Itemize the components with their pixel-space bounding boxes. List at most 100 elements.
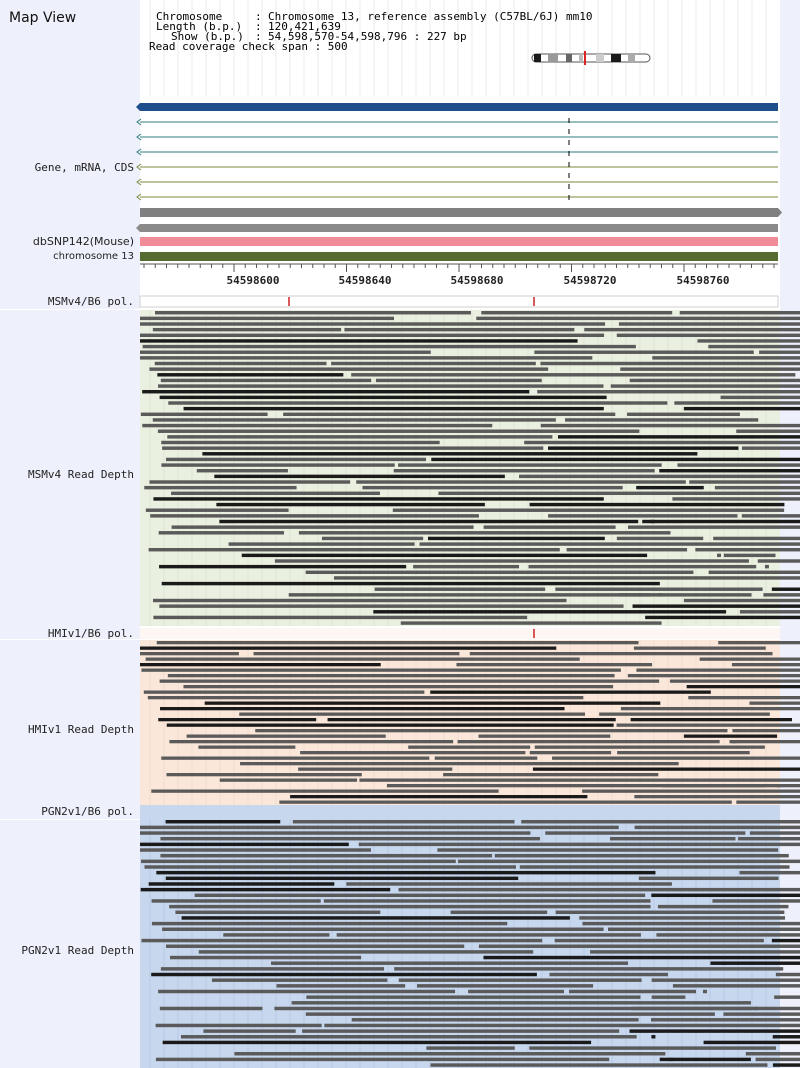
read-segment: [532, 767, 800, 771]
read-segment: [333, 576, 800, 580]
read-segment: [306, 995, 641, 999]
dbsnp-track-label: dbSNP142(Mouse): [32, 235, 134, 248]
read-segment: [300, 751, 526, 755]
read-segment: [253, 652, 460, 656]
read-segment: [749, 701, 800, 705]
read-segment: [305, 570, 694, 575]
msm-pol-track[interactable]: [139, 295, 779, 308]
read-segment: [478, 734, 611, 738]
read-segment: [140, 831, 531, 835]
read-segment: [616, 333, 800, 338]
read-segment: [140, 356, 593, 360]
read-segment: [398, 978, 642, 982]
read-segment: [717, 553, 722, 558]
read-segment: [419, 542, 800, 546]
read-segment: [651, 995, 686, 999]
read-segment: [171, 491, 380, 496]
read-segment: [156, 870, 656, 875]
read-segment: [549, 972, 668, 977]
msm-read-depth-panel[interactable]: [140, 310, 800, 626]
read-segment: [554, 938, 764, 943]
read-segment: [219, 519, 639, 524]
read-segment: [196, 469, 288, 473]
pgn-pol-label: PGN2v1/B6 pol.: [41, 805, 134, 818]
hmi-pol-label: HMIv1/B6 pol.: [47, 627, 134, 640]
read-segment: [228, 542, 415, 546]
read-segment: [331, 361, 536, 366]
ruler-tick-label: 54598720: [564, 274, 617, 287]
read-segment: [140, 316, 394, 321]
read-segment: [772, 1035, 800, 1039]
read-segment: [494, 853, 789, 858]
read-segment: [651, 893, 800, 898]
label-panel: [0, 0, 140, 1068]
read-segment: [566, 548, 688, 552]
gene-bar: [140, 103, 778, 111]
chromosome-ideogram[interactable]: [531, 51, 651, 65]
read-segment: [165, 876, 519, 881]
read-segment: [140, 842, 349, 847]
read-segment: [198, 950, 534, 954]
read-segment: [456, 663, 653, 667]
read-segment: [729, 740, 800, 744]
read-segment: [619, 593, 752, 597]
read-segment: [430, 690, 711, 694]
read-segment: [241, 553, 648, 558]
read-segment: [636, 485, 704, 490]
read-segment: [302, 1029, 620, 1033]
gene-track[interactable]: [136, 103, 782, 232]
hmi-pol-track[interactable]: [140, 628, 780, 639]
read-segment: [140, 322, 606, 326]
read-segment: [351, 373, 796, 377]
read-segment: [358, 842, 800, 847]
read-segment: [519, 474, 800, 479]
read-segment: [630, 1006, 800, 1011]
pgn-read-depth-panel[interactable]: [140, 819, 800, 1068]
pgn-pol-track[interactable]: [140, 805, 780, 819]
read-segment: [481, 311, 673, 315]
read-segment: [478, 944, 800, 948]
read-segment: [159, 679, 660, 683]
read-segment: [739, 870, 800, 875]
read-segment: [144, 485, 297, 490]
read-segment: [683, 734, 778, 738]
read-segment: [394, 967, 784, 971]
header-length-value: 120,421,639: [268, 20, 341, 33]
read-segment: [659, 1057, 751, 1062]
read-segment: [321, 536, 424, 541]
read-segment: [203, 1029, 296, 1033]
read-segment: [298, 531, 671, 535]
read-segment: [457, 740, 720, 744]
read-segment: [140, 825, 619, 830]
read-segment: [697, 339, 800, 343]
chromosome-track-label: chromosome 13: [53, 251, 134, 262]
read-segment: [161, 581, 660, 586]
read-segment: [616, 723, 800, 727]
read-segment: [147, 696, 584, 700]
read-segment: [359, 778, 800, 782]
hmi-read-depth-panel[interactable]: [140, 640, 800, 805]
read-segment: [599, 712, 770, 716]
read-segment: [168, 401, 668, 405]
cds-bar-1: [140, 208, 778, 217]
read-segment: [324, 1023, 800, 1028]
header-show-row: Show (b.p.) : 54,598,570-54,598,796 : 22…: [171, 30, 467, 43]
read-segment: [298, 767, 453, 771]
read-segment: [140, 646, 557, 650]
read-segment: [408, 745, 531, 749]
read-segment: [555, 587, 763, 591]
read-segment: [344, 327, 575, 332]
read-segment: [438, 491, 800, 496]
header-length-label: Length (b.p.): [156, 20, 243, 33]
read-segment: [772, 1063, 800, 1067]
header-chromosome-value: Chromosome 13, reference assembly (C57BL…: [268, 10, 593, 23]
read-segment: [679, 311, 800, 315]
dbsnp-bar[interactable]: [140, 237, 778, 246]
read-segment: [618, 322, 800, 326]
read-segment: [154, 361, 327, 366]
read-segment: [166, 773, 362, 777]
ruler-tick-label: 54598760: [677, 274, 730, 287]
read-segment: [774, 995, 800, 999]
gene-track-label: Gene, mRNA, CDS: [34, 161, 134, 174]
read-segment: [545, 831, 746, 835]
